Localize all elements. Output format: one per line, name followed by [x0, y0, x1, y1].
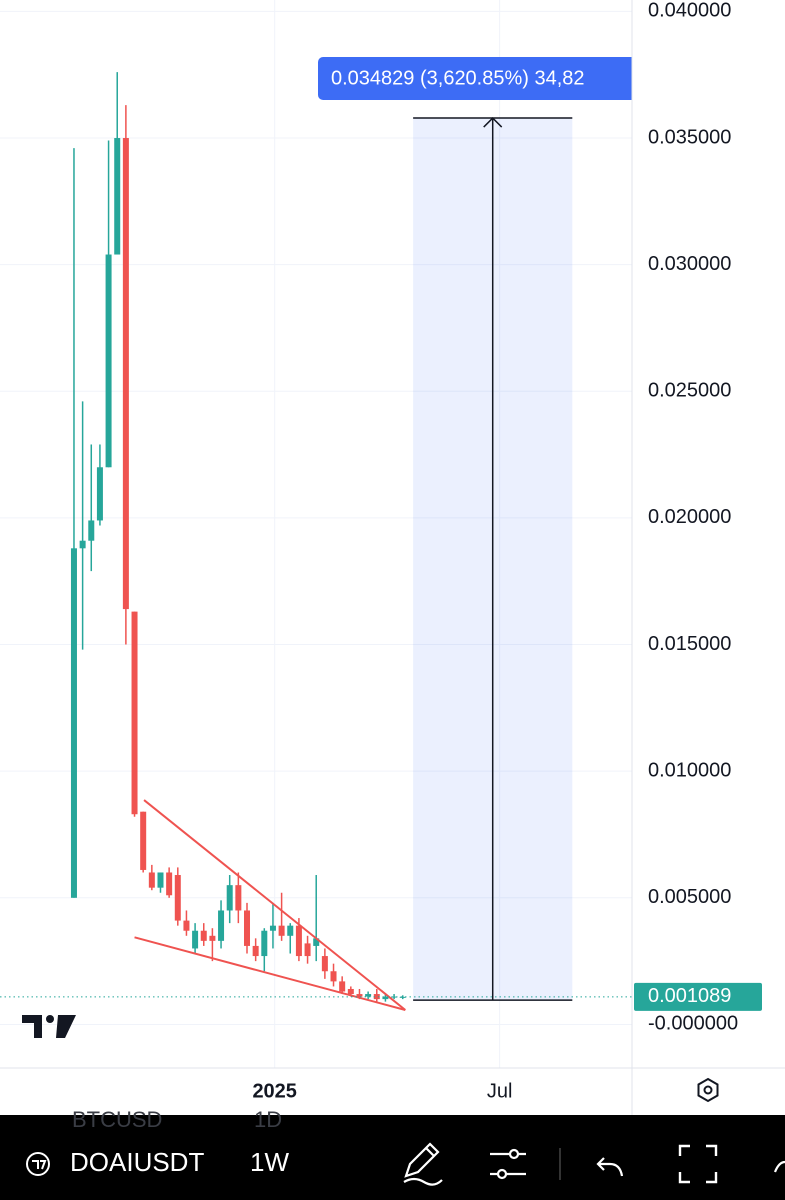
candle-body — [166, 872, 173, 896]
candle-body — [399, 996, 406, 998]
symbol-icon[interactable] — [26, 1152, 50, 1176]
candle-body — [183, 920, 190, 931]
candle-body — [122, 138, 129, 610]
candle-body — [313, 938, 320, 946]
candle-body — [192, 930, 199, 949]
candle-body — [200, 930, 207, 941]
candle-body — [330, 971, 337, 982]
candle-body — [70, 548, 77, 898]
candle-body — [252, 945, 259, 957]
candle-body — [174, 875, 181, 921]
candle-body — [269, 925, 276, 931]
indicators-button[interactable] — [490, 1148, 526, 1180]
candle-body — [304, 943, 311, 957]
y-tick-label: 0.025000 — [648, 380, 731, 402]
candle-body — [382, 996, 389, 1000]
candle-body — [365, 994, 372, 997]
time-axis: 2025 Jul — [252, 1080, 512, 1102]
trendline — [134, 936, 406, 1011]
y-tick-label: 0.015000 — [648, 633, 731, 655]
candle-body — [218, 910, 225, 941]
candle-body — [148, 872, 155, 888]
y-tick-label: 0.010000 — [648, 759, 731, 781]
x-tick-label: Jul — [487, 1080, 513, 1102]
y-tick-label: 0.035000 — [648, 126, 731, 148]
candle-body — [244, 910, 251, 946]
price-axis: -0.000000 0.005000 0.010000 0.015000 0.02000… — [634, 0, 762, 1035]
candle-body — [278, 925, 285, 936]
candle-body — [131, 611, 138, 815]
candle-body — [261, 930, 268, 957]
candle-body — [140, 811, 147, 870]
candle-body — [287, 925, 294, 936]
candle-body — [114, 138, 121, 255]
candle-body — [235, 885, 242, 911]
ghost-symbol: BTCUSD — [72, 1107, 162, 1132]
settings-button[interactable] — [697, 1077, 719, 1103]
candle-body — [157, 872, 164, 888]
symbol[interactable]: DOAIUSDT — [70, 1147, 204, 1177]
candle-body — [88, 520, 95, 541]
logo — [22, 1015, 76, 1038]
candle-body — [209, 935, 216, 941]
candle-body — [321, 956, 328, 972]
measure-arrowhead — [483, 116, 503, 128]
y-tick-label: 0.030000 — [648, 253, 731, 275]
plot-area: 0.034829 (3,620.85%) 34,82 — [0, 57, 632, 1011]
toolbar-mask — [0, 1132, 785, 1200]
candle-body — [105, 254, 112, 468]
measure-label-box — [318, 57, 632, 100]
interval[interactable]: 1W — [250, 1147, 289, 1177]
candle-body — [356, 994, 363, 997]
candle-body — [339, 981, 346, 992]
measure-label: 0.034829 (3,620.85%) 34,82 — [331, 67, 585, 89]
candle-body — [96, 467, 103, 521]
undo-button[interactable] — [596, 1157, 624, 1177]
candle-body — [373, 994, 380, 1000]
ghost-interval: 1D — [254, 1107, 282, 1132]
last-price-tag — [634, 982, 762, 1011]
more-button[interactable] — [773, 1160, 785, 1173]
y-tick-label: -0.000000 — [648, 1013, 738, 1035]
trendline — [143, 799, 406, 1011]
draw-button[interactable] — [403, 1142, 443, 1186]
last-price-label: 0.001089 — [648, 985, 731, 1007]
fullscreen-button[interactable] — [678, 1144, 718, 1184]
y-tick-label: 0.005000 — [648, 886, 731, 908]
candle-body — [79, 540, 86, 549]
candle-body — [391, 996, 398, 998]
y-tick-label: 0.020000 — [648, 506, 731, 528]
candle-body — [226, 885, 233, 911]
candle-body — [295, 925, 302, 957]
x-tick-label: 2025 — [252, 1080, 297, 1102]
candle-body — [347, 988, 354, 995]
y-tick-label: 0.040000 — [648, 0, 731, 22]
